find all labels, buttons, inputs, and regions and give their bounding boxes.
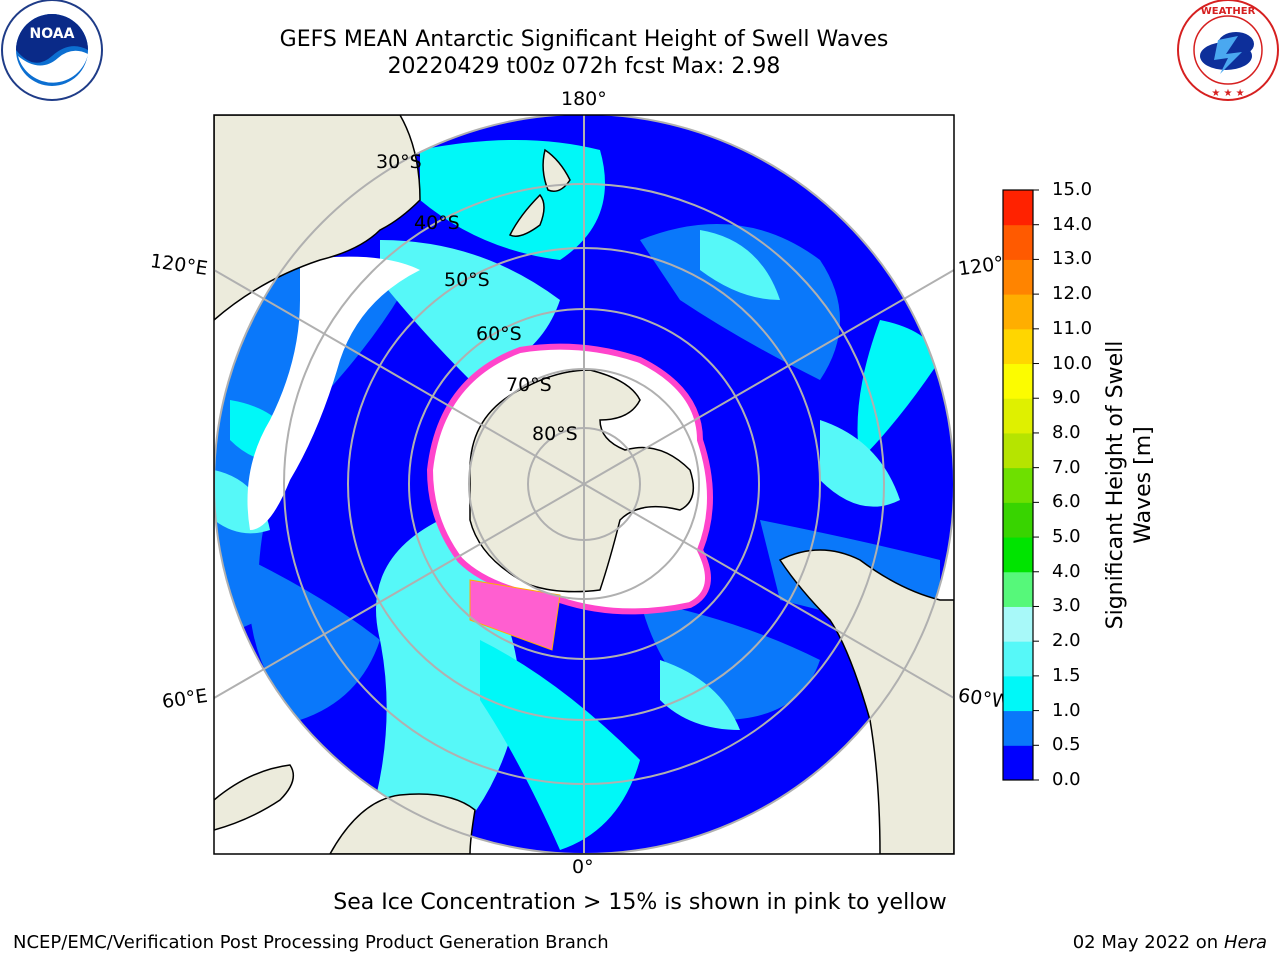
map-subtitle: 20220429 t00z 072h fcst Max: 2.98 [387,54,781,79]
lat-label-40s: 40°S [414,212,460,234]
colorbar-tick-label: 4.0 [1052,560,1081,582]
nws-logo: WEATHER ★ ★ ★ [1177,0,1279,101]
colorbar-tick-label: 1.0 [1052,699,1081,721]
colorbar-tick-label: 14.0 [1052,213,1093,235]
colorbar-swatch [1003,467,1033,503]
colorbar-label: Significant Height of Swell Waves [m] [1103,340,1156,630]
sea-ice-note: Sea Ice Concentration > 15% is shown in … [333,890,947,915]
colorbar-swatch [1003,745,1033,781]
colorbar-tick-label: 13.0 [1052,248,1093,270]
colorbar-swatch [1003,432,1033,469]
africa-landmass [329,793,476,854]
new-zealand-landmass [508,148,571,237]
credit-text: NCEP/EMC/Verification Post Processing Pr… [13,932,609,953]
colorbar-tick-label: 9.0 [1052,387,1081,409]
colorbar-tick-label: 1.5 [1052,664,1081,686]
colorbar-swatch [1003,537,1033,573]
land [214,115,954,854]
south-america-landmass [778,549,954,854]
lon-label-180: 180° [561,88,607,110]
colorbar-swatch [1003,363,1033,399]
colorbar-tick-label: 5.0 [1052,526,1081,548]
map-frame [213,114,955,855]
colorbar-swatch [1003,571,1033,607]
colorbar-tick-label: 7.0 [1052,456,1081,478]
colorbar-swatch [1003,606,1033,642]
colorbar-tick-label: 10.0 [1052,352,1093,374]
lat-label-30s: 30°S [376,151,422,173]
colorbar-tick-label: 0.0 [1052,769,1081,790]
colorbar-swatch [1003,710,1033,746]
colorbar-tick-label: 15.0 [1052,179,1093,200]
colorbar-tick-label: 12.0 [1052,283,1093,305]
colorbar-tick-label: 0.5 [1052,734,1081,756]
colorbar-frame [1002,189,1034,781]
colorbar-swatch [1003,328,1033,365]
lat-label-70s: 70°S [506,374,552,396]
svg-text:★ ★ ★: ★ ★ ★ [1211,88,1244,99]
date-text: 02 May 2022 on Hera [1073,932,1267,953]
lat-label-60s: 60°S [476,323,522,345]
colorbar-tick-label: 3.0 [1052,595,1081,617]
noaa-logo: NOAA [1,0,103,101]
map-title: GEFS MEAN Antarctic Significant Height o… [279,27,889,52]
svg-text:NOAA: NOAA [30,26,75,42]
colorbar-tick-label: 6.0 [1052,491,1081,513]
australia-landmass [214,115,421,321]
colorbar-swatch [1003,224,1033,260]
colorbar-swatch [1003,398,1033,434]
colorbar-swatch [1003,190,1033,226]
colorbar-tick-label: 2.0 [1052,630,1081,652]
graticule [214,115,954,854]
lat-label-80s: 80°S [532,423,578,445]
date-value: 02 May 2022 on [1072,932,1219,953]
colorbar-swatch [1003,259,1033,295]
colorbar-swatch [1003,675,1033,712]
lat-label-50s: 50°S [444,269,490,291]
madagascar-landmass [214,764,295,831]
colorbar-swatch [1003,641,1033,677]
colorbar-tick-label: 8.0 [1052,421,1081,443]
colorbar-tick-label: 11.0 [1052,317,1093,339]
svg-text:WEATHER: WEATHER [1201,6,1256,17]
antarctica-landmass [469,369,695,593]
host-name: Hera [1223,932,1267,953]
colorbar-swatch [1003,502,1033,538]
lon-label-0: 0° [572,856,594,878]
colorbar [1002,189,1039,781]
colorbar-swatch [1003,294,1033,330]
